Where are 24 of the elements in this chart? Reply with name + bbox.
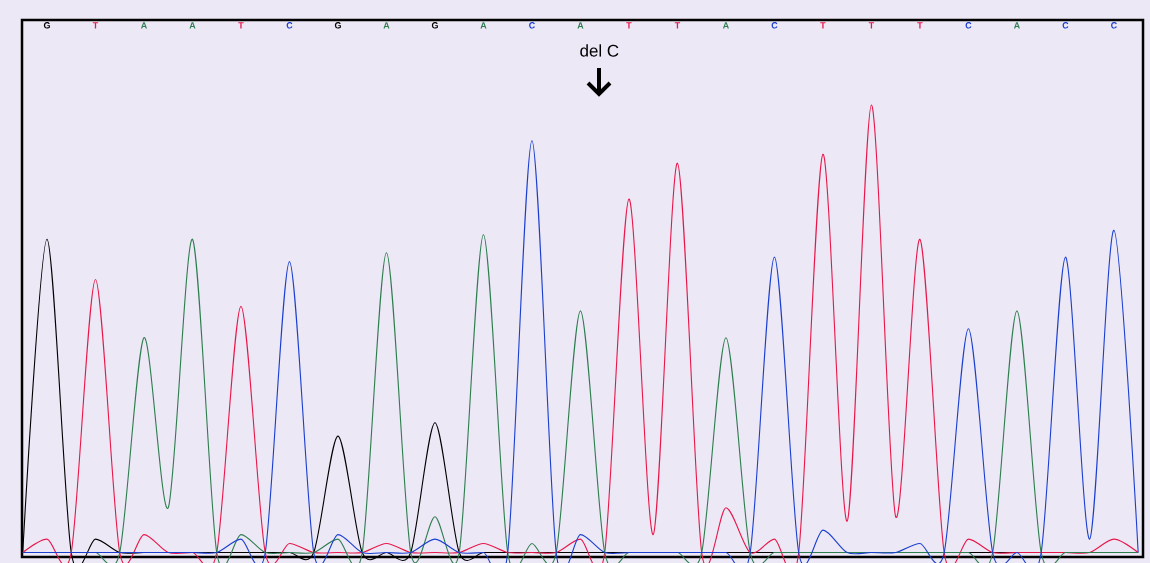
x-tick-label: T <box>868 22 875 29</box>
x-tick-label: C <box>1111 22 1117 29</box>
x-tick-label: T <box>626 22 632 29</box>
x-tick-label: A <box>189 22 196 29</box>
x-tick-label: C <box>965 22 972 29</box>
x-tick-label: C <box>1062 22 1069 29</box>
x-tick-label: C <box>771 22 778 29</box>
x-tick-label: T <box>674 22 681 29</box>
x-tick-label: G <box>431 22 438 29</box>
x-tick-label: T <box>820 22 826 29</box>
x-tick-label: A <box>140 22 147 29</box>
x-tick-label: A <box>1013 22 1020 29</box>
x-tick-label: T <box>238 22 244 29</box>
x-tick-label: A <box>383 22 390 29</box>
x-tick-label: T <box>917 22 923 29</box>
x-tick-label: A <box>722 22 729 29</box>
text: del C <box>580 44 619 57</box>
x-tick-label: A <box>480 22 487 29</box>
x-tick-label: G <box>43 22 50 29</box>
x-tick-label: G <box>334 22 341 29</box>
x-tick-label: T <box>92 22 99 29</box>
x-tick-label: A <box>577 22 584 29</box>
x-tick-label: C <box>529 22 535 29</box>
x-tick-label: C <box>286 22 293 29</box>
